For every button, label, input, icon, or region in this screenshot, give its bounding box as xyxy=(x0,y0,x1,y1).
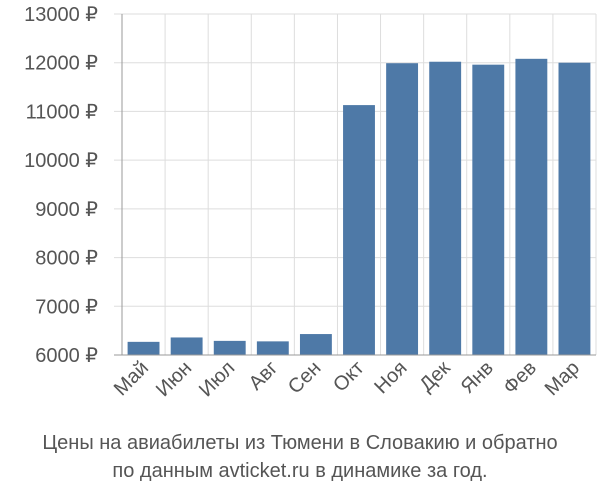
x-tick-label: Дек xyxy=(416,357,455,396)
y-tick-label: 6000 ₽ xyxy=(35,345,98,367)
y-tick-label: 9000 ₽ xyxy=(35,199,98,221)
x-tick-label: Ноя xyxy=(370,357,411,398)
x-tick-label: Мар xyxy=(541,357,584,400)
bar xyxy=(515,58,548,356)
y-tick-label: 11000 ₽ xyxy=(26,101,99,123)
bar xyxy=(429,61,462,356)
bar xyxy=(472,64,505,356)
bar-chart: 6000 ₽ 7000 ₽ 8000 ₽ 9000 ₽ 10000 ₽ 11000 ₽ 12… xyxy=(24,4,597,401)
chart-caption-line-2: по данным avticket.ru в динамике за год. xyxy=(112,460,488,482)
x-tick-label: Фев xyxy=(499,357,541,399)
bar xyxy=(558,62,591,355)
bar xyxy=(299,334,332,355)
x-tick-label: Авг xyxy=(245,357,283,395)
bar xyxy=(343,105,375,356)
x-tick-label: Июн xyxy=(152,357,196,401)
x-tick-label: Окт xyxy=(329,357,368,396)
y-tick-label: 7000 ₽ xyxy=(35,296,98,318)
bar xyxy=(127,341,160,355)
x-tick-label: Май xyxy=(110,357,153,400)
y-tick-label: 10000 ₽ xyxy=(24,150,98,172)
axes xyxy=(114,14,596,356)
x-tick-label: Сен xyxy=(284,357,325,398)
x-tick-label: Июл xyxy=(195,357,239,401)
x-tick-label: Янв xyxy=(457,357,498,398)
y-tick-label: 13000 ₽ xyxy=(24,4,98,26)
y-tick-label: 12000 ₽ xyxy=(24,53,98,75)
bar xyxy=(386,63,419,356)
bar xyxy=(170,337,203,355)
chart-caption-line-1: Цены на авиабилеты из Тюмени в Словакию … xyxy=(42,432,558,454)
y-tick-label: 8000 ₽ xyxy=(35,248,98,270)
y-tick-labels: 6000 ₽ 7000 ₽ 8000 ₽ 9000 ₽ 10000 ₽ 11000 ₽ 12… xyxy=(24,4,98,367)
bar xyxy=(213,340,246,355)
bar xyxy=(256,341,289,355)
bars xyxy=(127,58,591,356)
